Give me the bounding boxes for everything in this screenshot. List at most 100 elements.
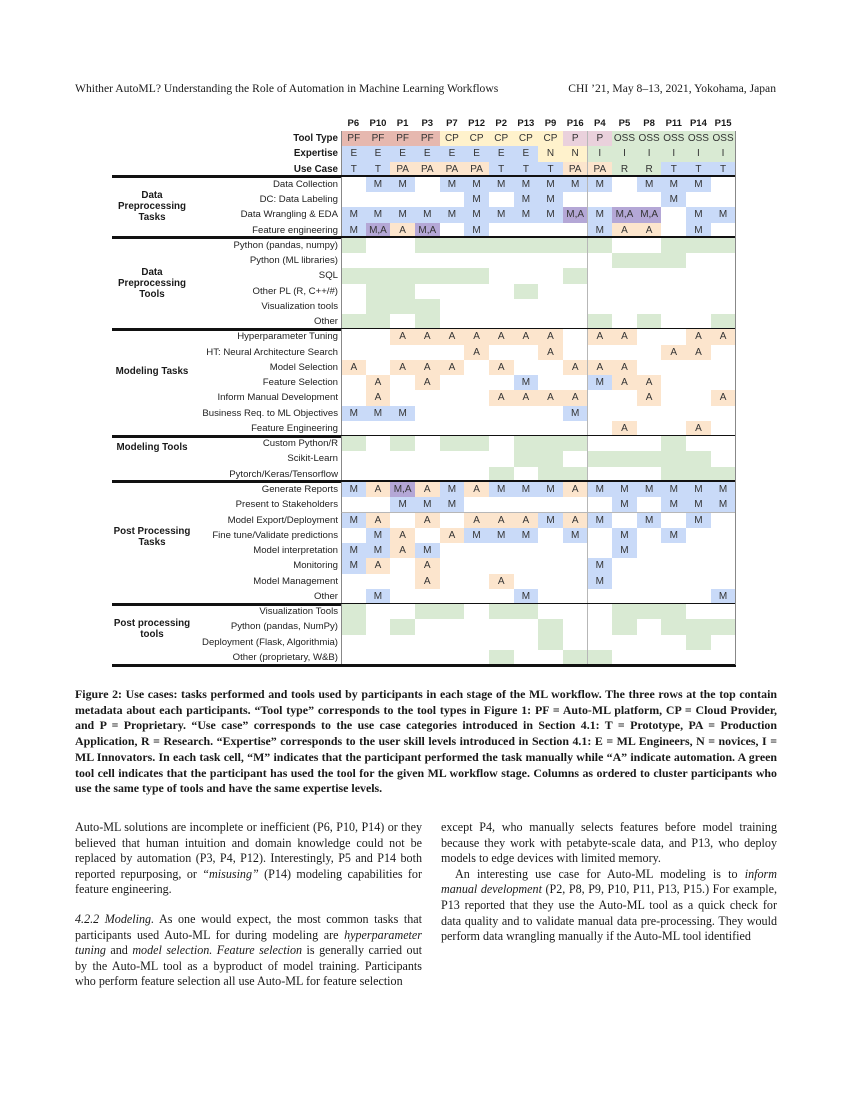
tool-cell (464, 634, 490, 651)
task-cell: A (686, 329, 712, 346)
tool-cell (513, 634, 540, 651)
row-label: Visualization tools (261, 300, 338, 312)
tool-cell (710, 619, 737, 636)
tool-cell (538, 237, 564, 255)
tool-cell (587, 619, 614, 636)
task-cell: M (538, 481, 564, 499)
text: and (105, 943, 133, 958)
task-cell: A (488, 512, 515, 529)
task-cell (513, 359, 540, 377)
task-cell (636, 359, 663, 377)
tool-cell (710, 253, 737, 270)
paragraph: 4.2.2 Modeling. As one would expect, the… (75, 912, 422, 990)
task-cell (488, 497, 515, 514)
row-label: Generate Reports (261, 483, 338, 495)
task-cell (661, 375, 688, 392)
task-cell: A (636, 390, 663, 407)
task-cell (390, 512, 416, 529)
row-label: Deployment (Flask, Algorithmia) (202, 636, 338, 648)
tool-cell (513, 283, 540, 300)
task-cell: M (513, 527, 540, 544)
paragraph: Auto-ML solutions are incomplete or inef… (75, 820, 422, 898)
row-label: Other (314, 590, 338, 602)
tool-cell (488, 436, 515, 453)
task-cell: A (488, 390, 515, 407)
tool-cell (513, 619, 540, 636)
task-cell (390, 573, 416, 590)
task-cell (636, 573, 663, 590)
task-cell: A (414, 558, 441, 575)
task-cell: M (686, 512, 712, 529)
task-cell: M (686, 176, 712, 194)
tool-cell (538, 619, 564, 636)
task-cell (661, 329, 688, 346)
task-cell (612, 192, 638, 209)
task-cell: A (464, 481, 490, 499)
task-cell (464, 558, 490, 575)
participant-header: P11 (665, 118, 682, 129)
task-cell: PF (414, 131, 441, 148)
task-cell: CP (488, 131, 515, 148)
task-cell (439, 512, 466, 529)
task-cell: A (414, 375, 441, 392)
tool-cell (562, 436, 589, 453)
tool-cell (538, 451, 564, 468)
tool-cell (612, 253, 638, 270)
task-cell: A (488, 359, 515, 377)
task-cell: M,A (612, 207, 638, 224)
task-cell: A (414, 573, 441, 590)
tool-cell (636, 298, 663, 316)
tool-cell (686, 253, 712, 270)
task-cell: A (661, 344, 688, 361)
tool-cell (414, 283, 441, 300)
task-cell (661, 512, 688, 529)
tool-cell (612, 268, 638, 285)
tool-cell (439, 253, 466, 270)
tool-cell (488, 451, 515, 468)
task-cell (464, 573, 490, 590)
tool-cell (341, 451, 367, 468)
text-italic: inform manual development (441, 866, 777, 897)
task-cell: M (365, 207, 392, 224)
row-label: Feature Engineering (251, 422, 338, 434)
tool-cell (710, 634, 737, 651)
task-cell: N (538, 146, 564, 163)
task-cell (661, 359, 688, 377)
task-cell: M (439, 207, 466, 224)
tool-cell (562, 604, 589, 621)
table-bottom-border (112, 664, 736, 668)
task-cell: PF (341, 131, 367, 148)
task-cell (414, 344, 441, 361)
task-cell: M (390, 405, 416, 422)
tool-cell (365, 436, 392, 453)
left-column: Auto-ML solutions are incomplete or inef… (75, 820, 422, 990)
task-cell: M (538, 207, 564, 224)
text-italic: model selection. Feature selection (132, 943, 303, 958)
tool-cell (612, 451, 638, 468)
text: (P2, P8, P9, P10, P11, P13, P15.) For ex… (441, 882, 777, 944)
task-cell: A (562, 512, 589, 529)
task-cell (341, 344, 367, 361)
task-cell: A (538, 329, 564, 346)
row-label: Inform Manual Development (217, 392, 338, 404)
tool-cell (538, 283, 564, 300)
task-cell (538, 573, 564, 590)
tool-cell (365, 298, 392, 316)
task-cell: M (365, 405, 392, 422)
tool-cell (636, 436, 663, 453)
tool-cell (365, 604, 392, 621)
tool-cell (686, 268, 712, 285)
tool-cell (513, 237, 540, 255)
task-cell (538, 497, 564, 514)
task-cell (636, 543, 663, 560)
task-cell: M (612, 497, 638, 514)
tool-cell (562, 253, 589, 270)
task-cell (538, 527, 564, 544)
task-cell: M (513, 375, 540, 392)
row-label: Python (pandas, numpy) (233, 239, 338, 251)
tool-cell (439, 604, 466, 621)
task-cell: A (513, 512, 540, 529)
tool-cell (439, 436, 466, 453)
task-cell: A (390, 543, 416, 560)
task-cell (562, 344, 589, 361)
